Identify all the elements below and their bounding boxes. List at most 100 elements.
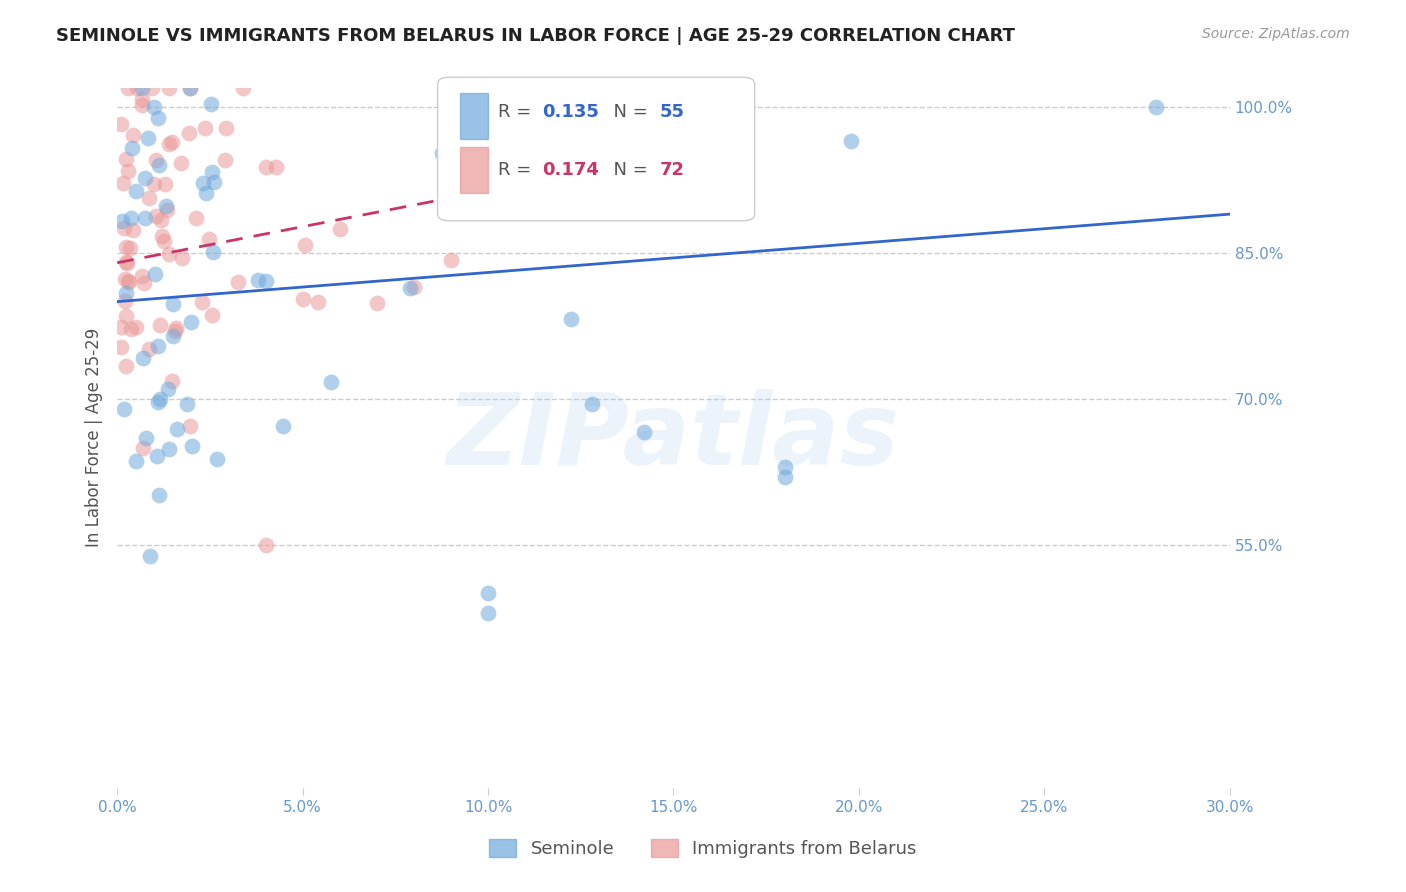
Y-axis label: In Labor Force | Age 25-29: In Labor Force | Age 25-29 — [86, 328, 103, 548]
Point — [180, 315, 202, 329]
Point — [198, 231, 221, 245]
Point — [170, 251, 193, 265]
Point — [117, 274, 139, 288]
Text: SEMINOLE VS IMMIGRANTS FROM BELARUS IN LABOR FORCE | AGE 25-29 CORRELATION CHART: SEMINOLE VS IMMIGRANTS FROM BELARUS IN L… — [56, 27, 1015, 45]
Point — [155, 199, 177, 213]
Point — [202, 175, 225, 189]
Point — [156, 382, 179, 396]
Point — [134, 211, 156, 225]
Point — [165, 320, 187, 334]
Point — [254, 161, 277, 175]
Point — [440, 252, 463, 267]
Point — [148, 488, 170, 502]
Text: 72: 72 — [659, 161, 685, 179]
Text: N =: N = — [602, 161, 654, 179]
Point — [157, 442, 180, 457]
Point — [307, 294, 329, 309]
Point — [114, 272, 136, 286]
Point — [477, 586, 499, 600]
Point — [146, 450, 169, 464]
Point — [366, 296, 388, 310]
Point — [143, 267, 166, 281]
Point — [215, 121, 238, 136]
Text: 0.135: 0.135 — [543, 103, 599, 121]
Point — [143, 100, 166, 114]
Point — [115, 286, 138, 301]
Point — [153, 234, 176, 248]
Point — [148, 339, 170, 353]
Point — [176, 397, 198, 411]
Point — [294, 237, 316, 252]
Point — [160, 135, 183, 149]
Point — [157, 80, 180, 95]
Point — [115, 152, 138, 166]
Point — [125, 184, 148, 198]
Point — [138, 191, 160, 205]
Point — [153, 177, 176, 191]
Point — [115, 359, 138, 373]
Point — [180, 439, 202, 453]
Point — [132, 351, 155, 365]
Point — [402, 280, 425, 294]
Point — [191, 295, 214, 310]
Point — [214, 153, 236, 167]
Point — [115, 256, 138, 270]
Point — [264, 161, 287, 175]
Point — [246, 272, 269, 286]
Point — [121, 211, 143, 226]
Point — [839, 134, 862, 148]
Point — [201, 308, 224, 322]
Point — [152, 229, 174, 244]
Point — [581, 397, 603, 411]
Point — [232, 80, 254, 95]
Point — [125, 454, 148, 468]
Point — [110, 341, 132, 355]
Point — [121, 141, 143, 155]
Text: Source: ZipAtlas.com: Source: ZipAtlas.com — [1202, 27, 1350, 41]
Point — [186, 211, 208, 225]
Point — [166, 422, 188, 436]
Point — [125, 320, 148, 334]
Point — [329, 221, 352, 235]
Point — [110, 117, 132, 131]
Point — [200, 97, 222, 112]
Point — [560, 311, 582, 326]
Point — [114, 293, 136, 308]
Text: R =: R = — [498, 161, 537, 179]
Point — [194, 186, 217, 201]
Point — [477, 606, 499, 620]
Point — [162, 296, 184, 310]
Point — [111, 176, 134, 190]
Point — [149, 392, 172, 406]
Point — [141, 80, 163, 95]
Point — [179, 80, 201, 95]
Legend: Seminole, Immigrants from Belarus: Seminole, Immigrants from Belarus — [482, 831, 924, 865]
Point — [134, 277, 156, 291]
FancyBboxPatch shape — [437, 78, 755, 220]
Point — [191, 176, 214, 190]
Point — [115, 240, 138, 254]
Point — [142, 177, 165, 191]
Bar — [460, 94, 488, 139]
Point — [115, 309, 138, 323]
Point — [121, 223, 143, 237]
Point — [134, 170, 156, 185]
Point — [633, 425, 655, 440]
Point — [118, 241, 141, 255]
Point — [146, 395, 169, 409]
Point — [122, 128, 145, 142]
Point — [157, 247, 180, 261]
Point — [254, 538, 277, 552]
Text: 55: 55 — [659, 103, 685, 121]
Point — [1144, 100, 1167, 114]
Point — [131, 92, 153, 106]
Point — [131, 97, 153, 112]
Point — [138, 130, 160, 145]
Point — [111, 213, 134, 227]
Point — [120, 321, 142, 335]
Point — [162, 328, 184, 343]
Point — [112, 402, 135, 417]
Point — [138, 342, 160, 356]
Bar — [460, 147, 488, 193]
Point — [430, 146, 453, 161]
